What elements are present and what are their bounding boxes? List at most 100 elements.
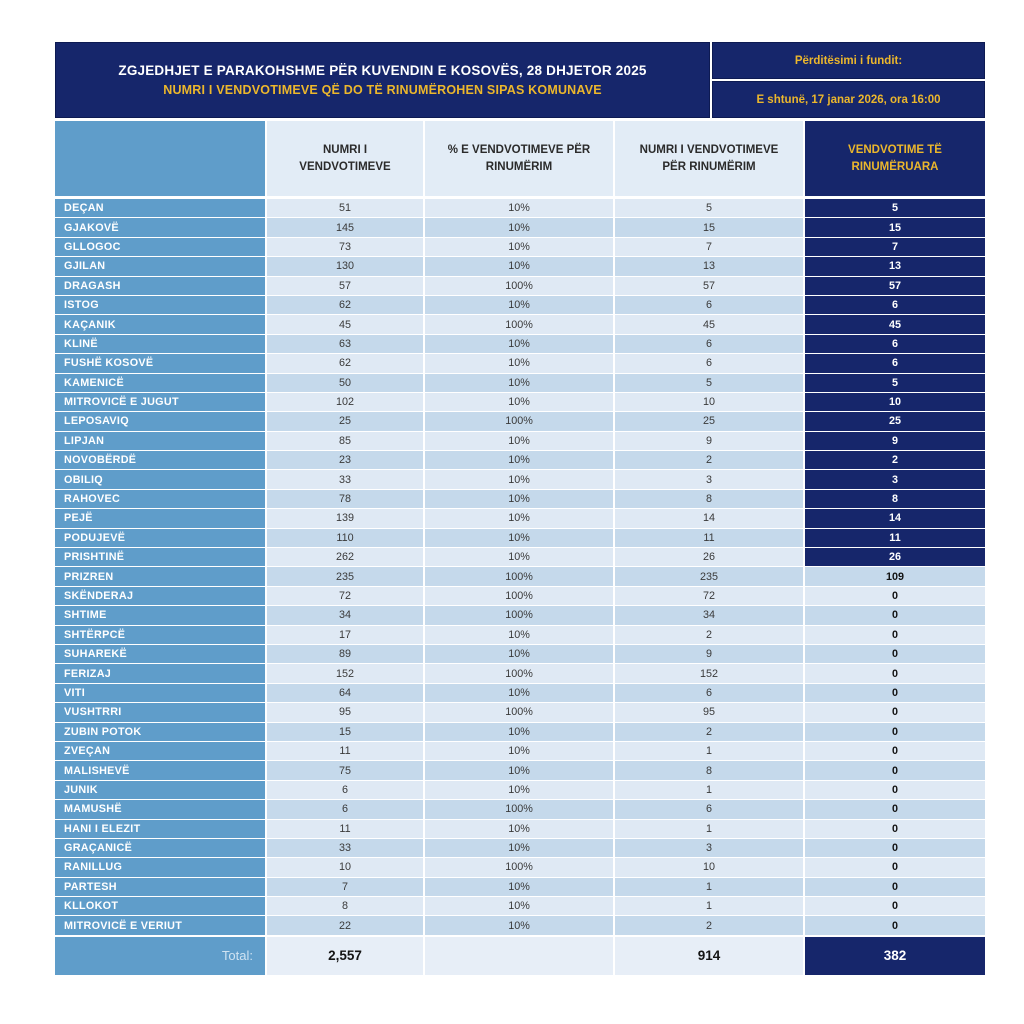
municipality-name: KLLOKOT xyxy=(55,897,265,916)
recounted-cell: 0 xyxy=(805,780,985,800)
total-stations-cell: 62 xyxy=(267,295,423,315)
recounted-cell: 0 xyxy=(805,722,985,741)
recounted-cell: 15 xyxy=(805,218,985,237)
total-stations-cell: 102 xyxy=(267,392,423,412)
table-row: KAÇANIK 45 100% 45 45 xyxy=(55,315,985,334)
stations-recount-cell: 6 xyxy=(615,800,803,819)
municipality-name: OBILIQ xyxy=(55,470,265,489)
table-row: ZVEÇAN 11 10% 1 0 xyxy=(55,741,985,761)
total-stations-recount-sum: 914 xyxy=(615,936,803,975)
pct-recount-cell: 100% xyxy=(425,800,613,819)
total-stations-cell: 235 xyxy=(267,567,423,586)
recounted-cell: 0 xyxy=(805,606,985,625)
col-header-stations-recount: NUMRI I VENDVOTIMEVE PËR RINUMËRIM xyxy=(615,121,803,196)
table-row: SUHAREKË 89 10% 9 0 xyxy=(55,644,985,664)
municipality-name: KAMENICË xyxy=(55,373,265,392)
stations-recount-cell: 3 xyxy=(615,838,803,858)
pct-recount-cell: 100% xyxy=(425,412,613,431)
pct-recount-cell: 10% xyxy=(425,741,613,761)
table-row: SHTIME 34 100% 34 0 xyxy=(55,606,985,625)
recounted-cell: 57 xyxy=(805,276,985,295)
total-stations-cell: 73 xyxy=(267,237,423,257)
stations-recount-cell: 235 xyxy=(615,567,803,586)
total-stations-cell: 78 xyxy=(267,489,423,509)
municipality-name: MAMUSHË xyxy=(55,800,265,819)
recounted-cell: 0 xyxy=(805,819,985,838)
total-stations-sum: 2,557 xyxy=(267,936,423,975)
stations-recount-cell: 2 xyxy=(615,722,803,741)
total-stations-cell: 130 xyxy=(267,257,423,276)
recounted-cell: 0 xyxy=(805,897,985,916)
stations-recount-cell: 45 xyxy=(615,315,803,334)
recounted-cell: 0 xyxy=(805,664,985,683)
table-row: ZUBIN POTOK 15 10% 2 0 xyxy=(55,722,985,741)
table-row: PEJË 139 10% 14 14 xyxy=(55,509,985,528)
table-row: FERIZAJ 152 100% 152 0 xyxy=(55,664,985,683)
stations-recount-cell: 8 xyxy=(615,761,803,780)
pct-recount-cell: 10% xyxy=(425,528,613,548)
total-stations-cell: 72 xyxy=(267,586,423,606)
stations-recount-cell: 2 xyxy=(615,916,803,935)
municipality-name: KAÇANIK xyxy=(55,315,265,334)
recounted-cell: 10 xyxy=(805,392,985,412)
municipality-name: PARTESH xyxy=(55,877,265,897)
municipality-name: FUSHË KOSOVË xyxy=(55,354,265,373)
stations-recount-cell: 14 xyxy=(615,509,803,528)
municipality-name: HANI I ELEZIT xyxy=(55,819,265,838)
pct-recount-cell: 10% xyxy=(425,257,613,276)
municipality-name: DRAGASH xyxy=(55,276,265,295)
total-stations-cell: 50 xyxy=(267,373,423,392)
table-row: KAMENICË 50 10% 5 5 xyxy=(55,373,985,392)
total-stations-cell: 6 xyxy=(267,800,423,819)
pct-recount-cell: 100% xyxy=(425,664,613,683)
total-stations-cell: 15 xyxy=(267,722,423,741)
pct-recount-cell: 100% xyxy=(425,703,613,722)
stations-recount-cell: 152 xyxy=(615,664,803,683)
table-row: PODUJEVË 110 10% 11 11 xyxy=(55,528,985,548)
stations-recount-cell: 57 xyxy=(615,276,803,295)
total-pct-empty xyxy=(425,936,613,975)
recounted-cell: 14 xyxy=(805,509,985,528)
pct-recount-cell: 10% xyxy=(425,683,613,703)
recounted-cell: 3 xyxy=(805,470,985,489)
recounted-cell: 6 xyxy=(805,334,985,354)
municipality-name: KLINË xyxy=(55,334,265,354)
municipality-name: RANILLUG xyxy=(55,858,265,877)
total-stations-cell: 23 xyxy=(267,451,423,470)
municipality-name: PODUJEVË xyxy=(55,528,265,548)
stations-recount-cell: 5 xyxy=(615,373,803,392)
stations-recount-cell: 13 xyxy=(615,257,803,276)
municipality-name: GRAÇANICË xyxy=(55,838,265,858)
total-stations-cell: 11 xyxy=(267,741,423,761)
recounted-cell: 0 xyxy=(805,838,985,858)
stations-recount-cell: 8 xyxy=(615,489,803,509)
municipality-name: ISTOG xyxy=(55,295,265,315)
municipality-name: RAHOVEC xyxy=(55,489,265,509)
table-row: MITROVICË E VERIUT 22 10% 2 0 xyxy=(55,916,985,935)
pct-recount-cell: 100% xyxy=(425,315,613,334)
total-stations-cell: 33 xyxy=(267,838,423,858)
stations-recount-cell: 1 xyxy=(615,819,803,838)
total-stations-cell: 33 xyxy=(267,470,423,489)
last-update-block: Përditësimi i fundit: E shtunë, 17 janar… xyxy=(712,42,985,118)
stations-recount-cell: 3 xyxy=(615,470,803,489)
table-row: PRISHTINË 262 10% 26 26 xyxy=(55,548,985,567)
municipality-name: VITI xyxy=(55,683,265,703)
stations-recount-cell: 10 xyxy=(615,392,803,412)
stations-recount-cell: 11 xyxy=(615,528,803,548)
total-stations-cell: 51 xyxy=(267,199,423,218)
stations-recount-cell: 1 xyxy=(615,741,803,761)
stations-recount-cell: 6 xyxy=(615,683,803,703)
pct-recount-cell: 100% xyxy=(425,567,613,586)
table-row: OBILIQ 33 10% 3 3 xyxy=(55,470,985,489)
recounted-cell: 45 xyxy=(805,315,985,334)
col-header-municipality xyxy=(55,121,265,196)
table-row: LIPJAN 85 10% 9 9 xyxy=(55,431,985,451)
table-row: VITI 64 10% 6 0 xyxy=(55,683,985,703)
col-header-pct-recount: % E VENDVOTIMEVE PËR RINUMËRIM xyxy=(425,121,613,196)
pct-recount-cell: 10% xyxy=(425,295,613,315)
total-stations-cell: 17 xyxy=(267,625,423,644)
recounted-cell: 26 xyxy=(805,548,985,567)
pct-recount-cell: 10% xyxy=(425,509,613,528)
